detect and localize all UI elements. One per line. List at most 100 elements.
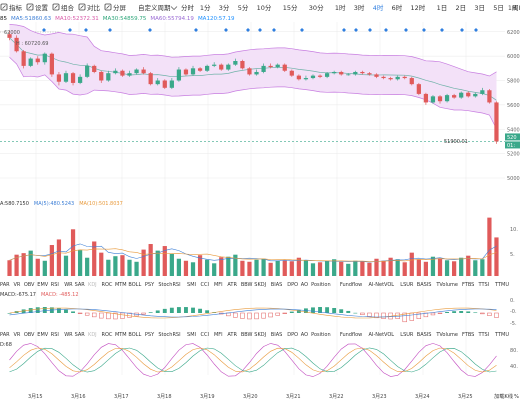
indicator-tab[interactable]: PAR (0, 282, 10, 288)
indicator-tab[interactable]: SMI (187, 282, 196, 288)
period-tab[interactable]: 15分 (283, 3, 298, 12)
indicator-tab[interactable]: EMV (37, 282, 48, 288)
kdj-panel[interactable]: D:68 80. 40. (0, 342, 518, 377)
indicator-tab[interactable]: LSUR (400, 282, 414, 288)
indicator-tab[interactable]: AI-NetVOL (369, 332, 395, 338)
period-tab[interactable]: 5分 (238, 3, 249, 12)
period-tab[interactable]: 1分 (200, 3, 211, 12)
period-tab[interactable]: 4时 (373, 3, 384, 12)
indicator-tab[interactable]: BIAS (271, 332, 283, 338)
indicator-tab[interactable]: TTMU (494, 332, 509, 338)
toolbar: 指标 设置 组合 对比 分屏 自定义周期 分时 1分 3分 5分 10分 15分 30分 1时 3时 4时… (0, 3, 520, 12)
indicator-tab[interactable]: BOLL (128, 282, 141, 288)
period-tab[interactable]: 周K (512, 4, 520, 12)
volume-panel[interactable]: A:580.7150 MA(5):480.5243 MA(10):501.8037 … (0, 201, 518, 276)
indicator-tab[interactable]: SKDJ (254, 282, 266, 288)
indicator-tab[interactable]: StochRSI (158, 332, 180, 338)
indicator-tab[interactable]: KDJ (88, 332, 97, 338)
volume-bar (296, 257, 301, 276)
macd-dif-line (9, 307, 497, 319)
indicator-tab[interactable]: MTM (115, 332, 127, 338)
indicator-tab[interactable]: RSI (51, 332, 59, 338)
period-tab[interactable]: 1日 (437, 4, 448, 12)
indicator-tab[interactable]: ATR (227, 332, 237, 338)
indicator-tab[interactable]: TTMU (494, 282, 509, 288)
period-tab[interactable]: 3分 (219, 3, 230, 12)
indicator-tab[interactable]: ROC (102, 282, 113, 288)
period-tab[interactable]: 30分 (309, 3, 324, 12)
indicator-tab[interactable]: BASIS (417, 332, 432, 338)
indicator-tab[interactable]: Position (311, 332, 330, 338)
indicator-tab[interactable]: OBV (24, 282, 35, 288)
indicator-tab[interactable]: TVolume (435, 332, 458, 338)
indicator-tab[interactable]: DPO (287, 332, 298, 338)
indicator-tab[interactable]: FTBS (462, 332, 474, 338)
indicator-tab[interactable]: MFI (214, 282, 223, 288)
period-tab[interactable]: 3日 (474, 4, 485, 12)
interval-label[interactable]: 1H (508, 5, 516, 12)
candlestick-main-chart[interactable]: H : 60720.69 62000 51900.01 62000 60000 58… (0, 22, 520, 375)
date-tick-label: 3月18 (157, 394, 172, 400)
indicator-tab[interactable]: PAR (0, 332, 10, 338)
indicator-tab[interactable]: LSUR (400, 332, 414, 338)
indicator-tab[interactable]: AO (301, 332, 308, 338)
indicator-tab[interactable]: TVolume (435, 282, 458, 288)
indicator-tab[interactable]: BBW (241, 332, 253, 338)
indicator-tab[interactable]: KDJ (88, 282, 97, 288)
indicator-tab[interactable]: DPO (287, 282, 298, 288)
period-tab[interactable]: 分时 (181, 3, 195, 12)
period-tab[interactable]: 12时 (411, 3, 426, 12)
indicator-tab[interactable]: CCI (201, 282, 209, 288)
indicator-tab[interactable]: WR (64, 282, 73, 288)
volume-bar (106, 259, 111, 276)
indicator-tab[interactable]: Fundflow (340, 332, 362, 338)
period-tab[interactable]: 3时 (354, 3, 365, 12)
indicator-tab[interactable]: OBV (24, 332, 35, 338)
custom-period-dropdown[interactable]: 自定义周期 (138, 3, 178, 12)
signal-diamond-icon (354, 28, 358, 32)
indicator-tab[interactable]: BBW (241, 282, 253, 288)
indicator-tool[interactable]: 指标 (0, 3, 23, 12)
indicator-tab[interactable]: MTM (115, 282, 127, 288)
period-tab[interactable]: 2日 (456, 4, 467, 12)
split-screen-tool[interactable]: 分屏 (104, 3, 127, 12)
macd-panel[interactable]: MACD:-675.17 MACD: -485.12 0. -0. -5. (0, 292, 517, 327)
indicator-tab[interactable]: TTSI (478, 332, 490, 338)
period-tab[interactable]: 10分 (257, 3, 272, 12)
indicator-tab[interactable]: SMI (187, 332, 196, 338)
indicator-tab[interactable]: WR (64, 332, 73, 338)
indicator-tab[interactable]: RSI (51, 282, 59, 288)
indicator-tab[interactable]: Position (311, 282, 330, 288)
indicator-tab[interactable]: Fundflow (340, 282, 362, 288)
macd-histogram-bar (452, 311, 457, 313)
indicator-tab[interactable]: PSY (145, 282, 155, 288)
indicator-tab[interactable]: VR (13, 282, 20, 288)
indicator-tab[interactable]: AI-NetVOL (369, 282, 395, 288)
indicator-tab[interactable]: CCI (201, 332, 209, 338)
indicator-tab[interactable]: VR (13, 332, 20, 338)
indicator-tab[interactable]: SAR (75, 332, 86, 338)
indicator-tab[interactable]: PSY (145, 332, 155, 338)
percent-toggle[interactable]: % (514, 394, 519, 400)
indicator-tab[interactable]: BIAS (271, 282, 283, 288)
indicator-tab[interactable]: BOLL (128, 332, 141, 338)
footer-controls[interactable]: 加载K线 % (494, 392, 519, 400)
indicator-tab[interactable]: FTBS (462, 282, 474, 288)
combo-tool[interactable]: 组合 (52, 3, 75, 12)
indicator-tab[interactable]: StochRSI (158, 282, 180, 288)
settings-tool[interactable]: 设置 (26, 3, 49, 12)
indicator-tab[interactable]: TTSI (478, 282, 490, 288)
indicator-tab[interactable]: AO (301, 282, 308, 288)
indicator-tab[interactable]: ATR (227, 282, 237, 288)
load-kline-label[interactable]: 加载K线 (494, 392, 513, 400)
period-tab[interactable]: 6时 (392, 3, 403, 12)
compare-tool[interactable]: 对比 (78, 3, 101, 12)
indicator-tab[interactable]: MFI (214, 332, 223, 338)
period-tab[interactable]: 1时 (335, 3, 346, 12)
indicator-tab[interactable]: SKDJ (254, 332, 266, 338)
indicator-tab[interactable]: ROC (102, 332, 113, 338)
indicator-tab[interactable]: BASIS (417, 282, 432, 288)
indicator-tab[interactable]: SAR (75, 282, 86, 288)
indicator-tab[interactable]: EMV (37, 332, 48, 338)
period-tab[interactable]: 5日 (493, 4, 504, 12)
